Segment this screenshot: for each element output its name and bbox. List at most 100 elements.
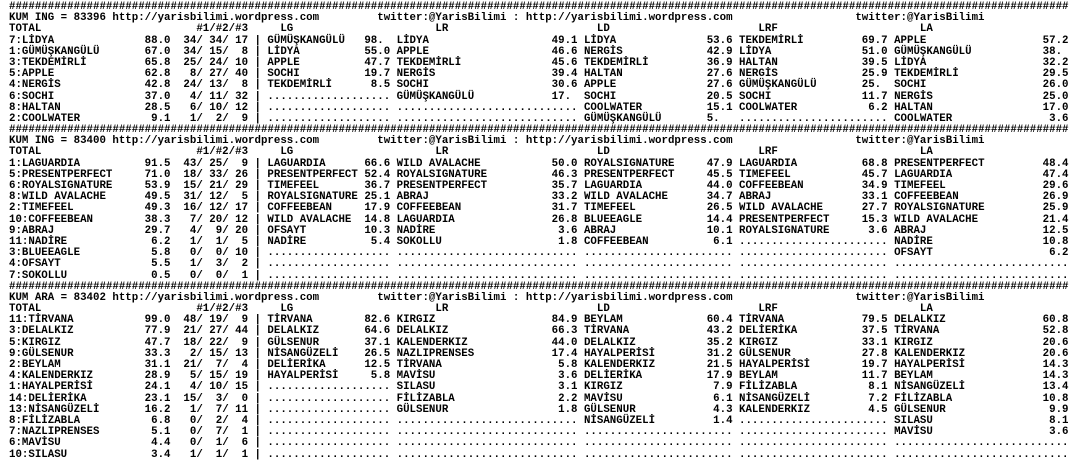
pick-count: 9 — [215, 224, 223, 237]
group-score: 26.0 — [1042, 79, 1069, 92]
group-horse-name: WILD AVALACHE — [583, 191, 668, 204]
empty-filler: ................... — [267, 403, 391, 416]
empty-filler: ....................... — [583, 448, 733, 461]
pick-count: 8 — [241, 45, 249, 58]
group-horse-name: WILD AVALACHE — [267, 213, 352, 226]
group-horse-name: BEYLAM — [894, 370, 933, 383]
group-horse-name: FİLİZABLA — [739, 381, 798, 394]
group-header-la: LA — [919, 146, 933, 159]
group-horse-name: ABRAJ — [396, 191, 429, 204]
group-score: 34.9 — [861, 180, 888, 192]
group-horse-name: ROYALSIGNATURE — [583, 157, 675, 170]
empty-filler: ................... — [267, 112, 391, 125]
group-horse-name: COOLWATER — [894, 112, 953, 125]
group-score: 52.8 — [1042, 325, 1069, 338]
group-header-la: LA — [919, 23, 933, 36]
pick-slash: / — [222, 90, 229, 103]
group-horse-name: SOCHI — [739, 90, 772, 103]
group-horse-name: MAVİSU — [583, 392, 623, 405]
group-score: 5. — [706, 112, 720, 125]
pick-count: 7 — [215, 426, 223, 439]
pick-count: 13 — [235, 347, 249, 360]
empty-filler: ................... — [267, 448, 391, 461]
group-score: 48.4 — [1042, 157, 1069, 170]
group-header-ld: LD — [596, 23, 610, 36]
group-score: 33.1 — [861, 336, 888, 349]
total-value: 5.8 — [151, 247, 171, 260]
empty-filler: ............................ — [396, 414, 578, 427]
empty-filler: ....................... — [739, 426, 888, 439]
empty-filler: ....................... — [739, 258, 888, 271]
pick-count: 6 — [241, 437, 249, 450]
pick-slash: / — [222, 414, 229, 427]
column-divider: | — [254, 247, 261, 260]
pick-slash: / — [196, 202, 203, 215]
column-divider: | — [254, 157, 261, 170]
pick-count: 9 — [241, 336, 249, 349]
pick-count: 27 — [209, 68, 223, 81]
group-score: 21.4 — [1042, 213, 1069, 226]
pick-count: 20 — [209, 213, 223, 226]
total-value: 5.5 — [151, 258, 171, 271]
empty-filler: ................... — [267, 392, 391, 405]
horse-label: 8:HALTAN — [9, 101, 61, 114]
total-value: 16.2 — [144, 403, 171, 416]
total-value: 6.8 — [151, 414, 171, 427]
group-score: 14.3 — [1042, 370, 1069, 383]
table-row: 6:MAVİSU 4.4 0/1/6 |.......................… — [9, 438, 1077, 449]
group-horse-name: HAYALPERİSİ — [583, 347, 656, 360]
group-horse-name: KIRGIZ — [396, 314, 436, 327]
pick-slash: / — [222, 79, 229, 92]
picks-header: #1/#2/#3 — [196, 146, 249, 159]
block-title: KUM ING = 83400 http://yarisbilimi.wordpr… — [9, 136, 1077, 147]
pick-count: 1 — [189, 403, 197, 416]
group-horse-name: HAYALPERİSİ — [739, 359, 811, 371]
group-horse-name: LAGUARDIA — [396, 213, 455, 226]
horse-label: 9:ABRAJ — [9, 224, 55, 237]
table-row: 8:FİLİZABLA 6.8 0/2/4 |....................… — [9, 414, 1077, 427]
group-score: 15.3 — [861, 213, 888, 226]
group-score: 8.1 — [868, 381, 888, 394]
group-score: 3.6 — [558, 224, 578, 237]
horse-label: 6:ROYALSIGNATURE — [9, 180, 113, 192]
group-horse-name: LİDYA — [267, 45, 300, 58]
group-horse-name: TEKDEMİRLİ — [583, 56, 649, 69]
total-value: 91.5 — [144, 157, 171, 170]
pick-slash: / — [196, 426, 203, 439]
empty-filler: ............................ — [396, 269, 578, 282]
table-row: 10:COFFEEBEAN 38.3 7/20/12 | WILD AVALACHE 14… — [9, 213, 1077, 226]
pick-count: 25 — [183, 56, 197, 69]
group-score: 46.6 — [551, 45, 578, 58]
group-horse-name: LAGUARDIA — [739, 157, 798, 170]
group-score: 17.9 — [706, 370, 733, 383]
table-row: 10:SILASU 3.4 1/1/1 |......................… — [9, 448, 1077, 461]
table-row: 13:NİSANGÜZELİ 16.2 1/7/11 |...............… — [9, 403, 1077, 416]
total-value: 9.1 — [151, 112, 171, 125]
group-score: 64.6 — [364, 325, 391, 338]
group-score: 31.2 — [706, 347, 733, 360]
group-score: 46.3 — [551, 168, 578, 181]
table-row: 9:GÜLSENUR 33.3 2/15/13 | NİSANGÜZELİ 26.5 NAZ… — [9, 347, 1077, 360]
total-value: 37.0 — [144, 90, 171, 103]
pick-slash: / — [196, 101, 203, 114]
pick-count: 7 — [215, 403, 223, 416]
group-score: 8.1 — [1049, 414, 1069, 427]
group-horse-name: KIRGIZ — [739, 336, 778, 349]
pick-count: 12 — [209, 202, 223, 215]
group-score: 14.8 — [364, 213, 391, 226]
pick-slash: / — [222, 247, 229, 260]
group-horse-name: BEYLAM — [739, 370, 778, 383]
url-link: http://yarisbilimi.wordpress.com — [525, 135, 733, 148]
group-horse-name: TİRVANA — [894, 325, 940, 338]
group-score: 19.7 — [364, 68, 391, 81]
group-score: 69.7 — [861, 34, 888, 47]
table-row: 11:TİRVANA 99.0 48/19/9 | TİRVANA 82.6 KIRGIZ 8… — [9, 315, 1077, 326]
group-horse-name: KALENDERKIZ — [894, 347, 966, 360]
column-divider: | — [254, 34, 261, 47]
group-score: 50.0 — [551, 157, 578, 170]
total-value: 5.1 — [151, 426, 171, 439]
empty-filler: ....................... — [739, 437, 888, 450]
pick-count: 8 — [189, 68, 197, 81]
hash-rule: ########################################… — [9, 280, 1069, 293]
column-divider: | — [254, 336, 261, 349]
